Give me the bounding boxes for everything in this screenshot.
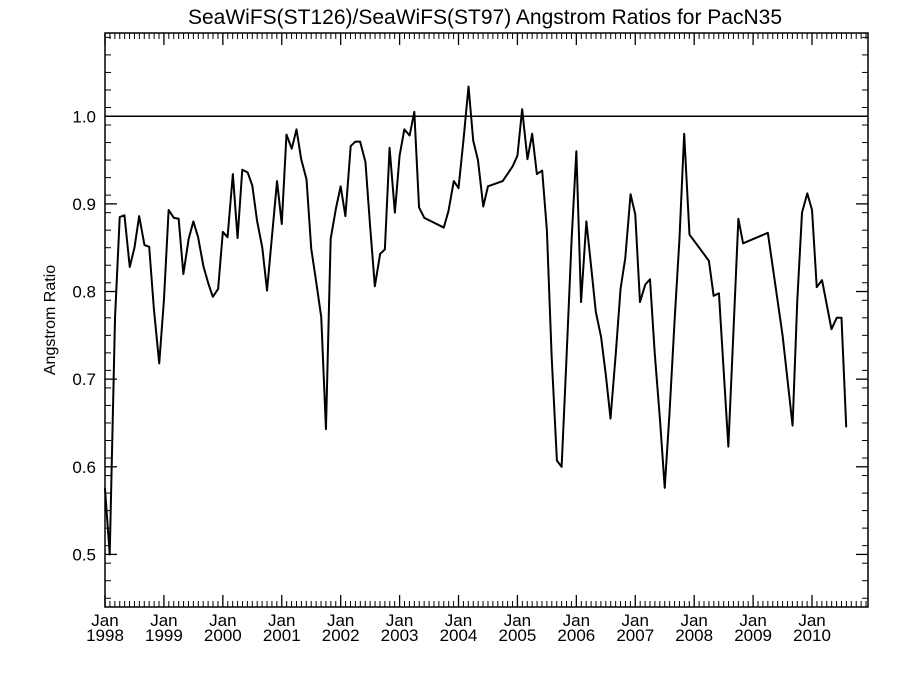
x-tick-year-label: 2006 [557,626,595,645]
x-tick-month-label: Jan [445,611,472,630]
x-tick-year-label: 2008 [675,626,713,645]
x-tick-month-label: Jan [91,611,118,630]
x-tick-year-label: 1999 [145,626,183,645]
y-axis-label: Angstrom Ratio [42,265,59,375]
series-line [104,85,848,556]
x-tick-month-label: Jan [622,611,649,630]
x-tick-month-label: Jan [150,611,177,630]
x-tick-year-label: 1998 [86,626,124,645]
x-tick-year-label: 2007 [616,626,654,645]
y-tick-label: 0.7 [72,370,96,389]
y-tick-label: 1.0 [72,107,96,126]
y-tick-label: 0.8 [72,283,96,302]
x-tick-month-label: Jan [680,611,707,630]
x-tick-month-label: Jan [386,611,413,630]
x-tick-year-label: 2000 [204,626,242,645]
x-tick-month-label: Jan [327,611,354,630]
x-tick-month-label: Jan [504,611,531,630]
x-tick-year-label: 2003 [381,626,419,645]
x-tick-year-label: 2002 [322,626,360,645]
x-tick-month-label: Jan [209,611,236,630]
x-tick-year-label: 2004 [440,626,478,645]
y-tick-label: 0.9 [72,195,96,214]
y-axis-ticks: 0.5 0.6 0.7 0.8 0.9 1.0 [72,36,868,599]
chart-title: SeaWiFS(ST126)/SeaWiFS(ST97) Angstrom Ra… [188,6,782,29]
x-tick-month-label: Jan [268,611,295,630]
x-tick-month-label: Jan [563,611,590,630]
x-tick-year-label: 2001 [263,626,301,645]
x-tick-year-label: 2005 [499,626,537,645]
y-tick-label: 0.6 [72,458,96,477]
plot-frame [104,32,869,608]
x-tick-year-label: 2009 [734,626,772,645]
x-tick-month-label: Jan [798,611,825,630]
x-tick-year-label: 2010 [793,626,831,645]
y-tick-label: 0.5 [72,545,96,564]
x-axis-ticks: Jan1998Jan1999Jan2000Jan2001Jan2002Jan20… [86,33,867,645]
x-tick-month-label: Jan [739,611,766,630]
